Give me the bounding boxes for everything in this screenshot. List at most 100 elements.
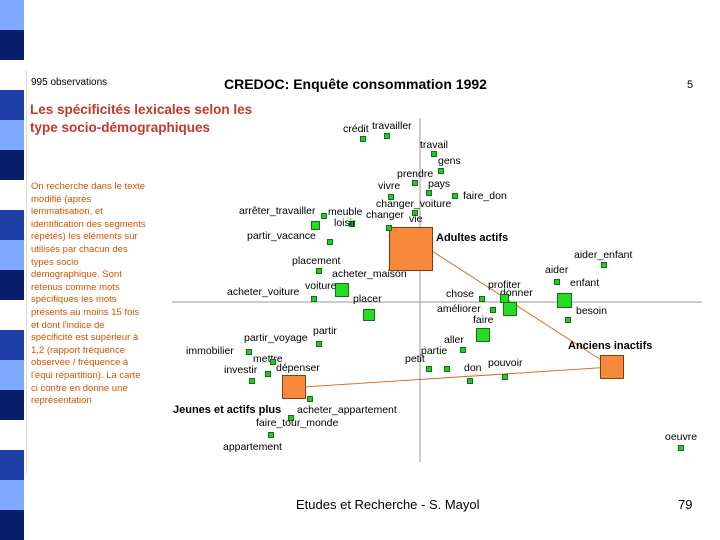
word-point xyxy=(412,180,418,186)
word-point xyxy=(363,309,375,321)
word-label: changer xyxy=(366,209,404,221)
word-point xyxy=(565,317,571,323)
decorative-stripe xyxy=(0,0,24,540)
word-point xyxy=(503,302,517,316)
observations-count: 995 observations xyxy=(31,77,108,88)
word-point xyxy=(321,213,327,219)
word-label: aider xyxy=(545,264,569,276)
word-label: prendre xyxy=(397,168,434,180)
word-point xyxy=(316,268,322,274)
side-description: On recherche dans le texte modifié (aprè… xyxy=(31,181,146,407)
group-label-jeunes: Jeunes et actifs plus xyxy=(173,404,282,416)
word-label: partie xyxy=(421,345,448,357)
group-label-anciens: Anciens inactifs xyxy=(568,340,653,352)
footer-page-number: 79 xyxy=(678,497,693,512)
word-point xyxy=(384,133,390,139)
word-point xyxy=(246,349,252,355)
word-label: acheter_voiture xyxy=(227,286,300,298)
word-point xyxy=(426,366,432,372)
link-jeunes-anciens xyxy=(303,366,613,388)
word-label: acheter_appartement xyxy=(297,404,397,416)
word-point xyxy=(438,168,444,174)
slide-number: 5 xyxy=(687,79,694,91)
word-label: pays xyxy=(428,178,451,190)
word-point xyxy=(265,371,271,377)
footer-author: Etudes et Recherche - S. Mayol xyxy=(296,497,480,512)
link-adultes-anciens xyxy=(431,250,613,368)
word-label: partir_vacance xyxy=(247,230,316,242)
word-label: travail xyxy=(420,139,449,151)
word-label: enfant xyxy=(570,277,600,289)
word-label: crédit xyxy=(343,123,369,135)
word-point xyxy=(490,307,496,313)
word-point xyxy=(249,378,255,384)
word-point xyxy=(270,359,276,365)
word-point xyxy=(601,262,607,268)
word-point xyxy=(557,293,572,308)
word-label: faire_tour_monde xyxy=(256,417,339,429)
word-label: petit xyxy=(405,353,425,365)
word-point xyxy=(431,151,437,157)
word-point xyxy=(360,136,366,142)
word-label: changer_voiture xyxy=(376,198,452,210)
word-label: acheter_maison xyxy=(332,268,407,280)
slide-header: CREDOC: Enquête consommation 1992 xyxy=(224,76,487,92)
word-point xyxy=(554,279,560,285)
group-marker-adultes xyxy=(389,227,433,271)
word-point xyxy=(311,221,320,230)
word-point xyxy=(460,347,466,353)
word-point xyxy=(288,415,294,421)
word-point xyxy=(316,341,322,347)
word-label: arrêter_travailler xyxy=(239,205,316,217)
word-label: vie xyxy=(409,213,423,225)
word-point xyxy=(349,221,355,227)
word-point xyxy=(678,445,684,451)
word-label: placer xyxy=(353,293,382,305)
slide-subtitle: Les spécificités lexicales selon les typ… xyxy=(30,102,253,135)
word-point xyxy=(502,374,508,380)
word-label: appartement xyxy=(223,441,282,453)
word-label: partir xyxy=(313,325,337,337)
word-label: placement xyxy=(292,255,341,267)
word-label: gens xyxy=(438,155,461,167)
word-point xyxy=(476,328,490,342)
group-marker-anciens xyxy=(600,355,624,379)
word-label: dépenser xyxy=(276,362,320,374)
word-point xyxy=(467,378,473,384)
word-point xyxy=(335,283,349,297)
slide-panel xyxy=(26,70,707,475)
word-point xyxy=(307,396,313,402)
word-label: voiture xyxy=(305,280,337,292)
word-label: vivre xyxy=(378,180,401,192)
word-label: besoin xyxy=(576,305,607,317)
group-marker-jeunes xyxy=(282,375,306,399)
word-label: partir_voyage xyxy=(244,332,308,344)
word-label: immobilier xyxy=(186,345,234,357)
word-label: faire_don xyxy=(463,190,507,202)
word-label: oeuvre xyxy=(665,431,698,443)
word-label: faire xyxy=(473,314,494,326)
word-point xyxy=(388,194,394,200)
word-point xyxy=(426,190,432,196)
word-label: travailler xyxy=(372,120,412,132)
word-point xyxy=(311,296,317,302)
word-point xyxy=(452,193,458,199)
word-label: loisir xyxy=(334,217,356,229)
word-point xyxy=(412,210,418,216)
word-point xyxy=(327,239,333,245)
word-point xyxy=(268,432,274,438)
word-point xyxy=(479,296,485,302)
word-label: don xyxy=(464,362,482,374)
word-label: aider_enfant xyxy=(574,249,633,261)
word-label: pouvoir xyxy=(488,357,523,369)
word-label: investir xyxy=(224,364,258,376)
word-label: profiter xyxy=(488,279,521,291)
word-label: chose xyxy=(446,288,475,300)
word-label: améliorer xyxy=(437,303,481,315)
word-label: meuble xyxy=(328,206,363,218)
word-label: aller xyxy=(444,334,464,346)
word-point xyxy=(444,366,450,372)
word-point xyxy=(386,225,392,231)
group-label-adultes: Adultes actifs xyxy=(436,232,509,244)
